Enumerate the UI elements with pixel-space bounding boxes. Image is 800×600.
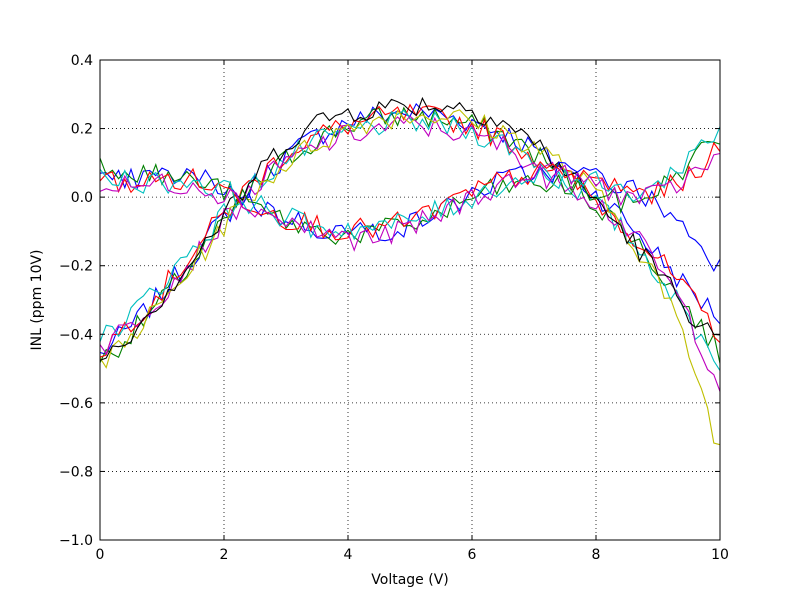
series-line-6 xyxy=(99,109,721,446)
x-tick-label: 2 xyxy=(220,547,229,563)
y-tick-label: −1.0 xyxy=(59,533,93,549)
axis-ticks: 0 2 4 6 8 10 −1.0 −0.8 −0.6 −0.4 −0.2 0.0 0.2 0.4 xyxy=(59,53,729,563)
plot-frame xyxy=(99,59,721,541)
series-line-1 xyxy=(99,102,721,355)
x-tick-label: 10 xyxy=(711,547,729,563)
series-lines xyxy=(99,96,721,446)
x-tick-label: 8 xyxy=(592,547,601,563)
series-line-5 xyxy=(99,115,721,392)
y-tick-label: −0.4 xyxy=(59,327,93,343)
x-tick-label: 6 xyxy=(468,547,477,563)
x-tick-label: 4 xyxy=(344,547,353,563)
y-axis-label: INL (ppm 10V) xyxy=(29,249,45,350)
x-tick-label: 0 xyxy=(96,547,105,563)
x-axis-label: Voltage (V) xyxy=(371,572,448,588)
y-tick-label: 0.4 xyxy=(71,53,93,69)
y-tick-label: −0.6 xyxy=(59,396,93,412)
series-line-7 xyxy=(99,96,721,361)
y-tick-label: 0.0 xyxy=(71,190,93,206)
grid-lines xyxy=(100,60,720,540)
series-line-11 xyxy=(99,126,721,241)
series-line-12 xyxy=(99,152,721,252)
y-tick-label: −0.8 xyxy=(59,464,93,480)
series-line-3 xyxy=(99,103,721,358)
y-tick-label: −0.2 xyxy=(59,259,93,275)
y-tick-label: 0.2 xyxy=(71,122,93,138)
series-line-9 xyxy=(99,141,721,246)
